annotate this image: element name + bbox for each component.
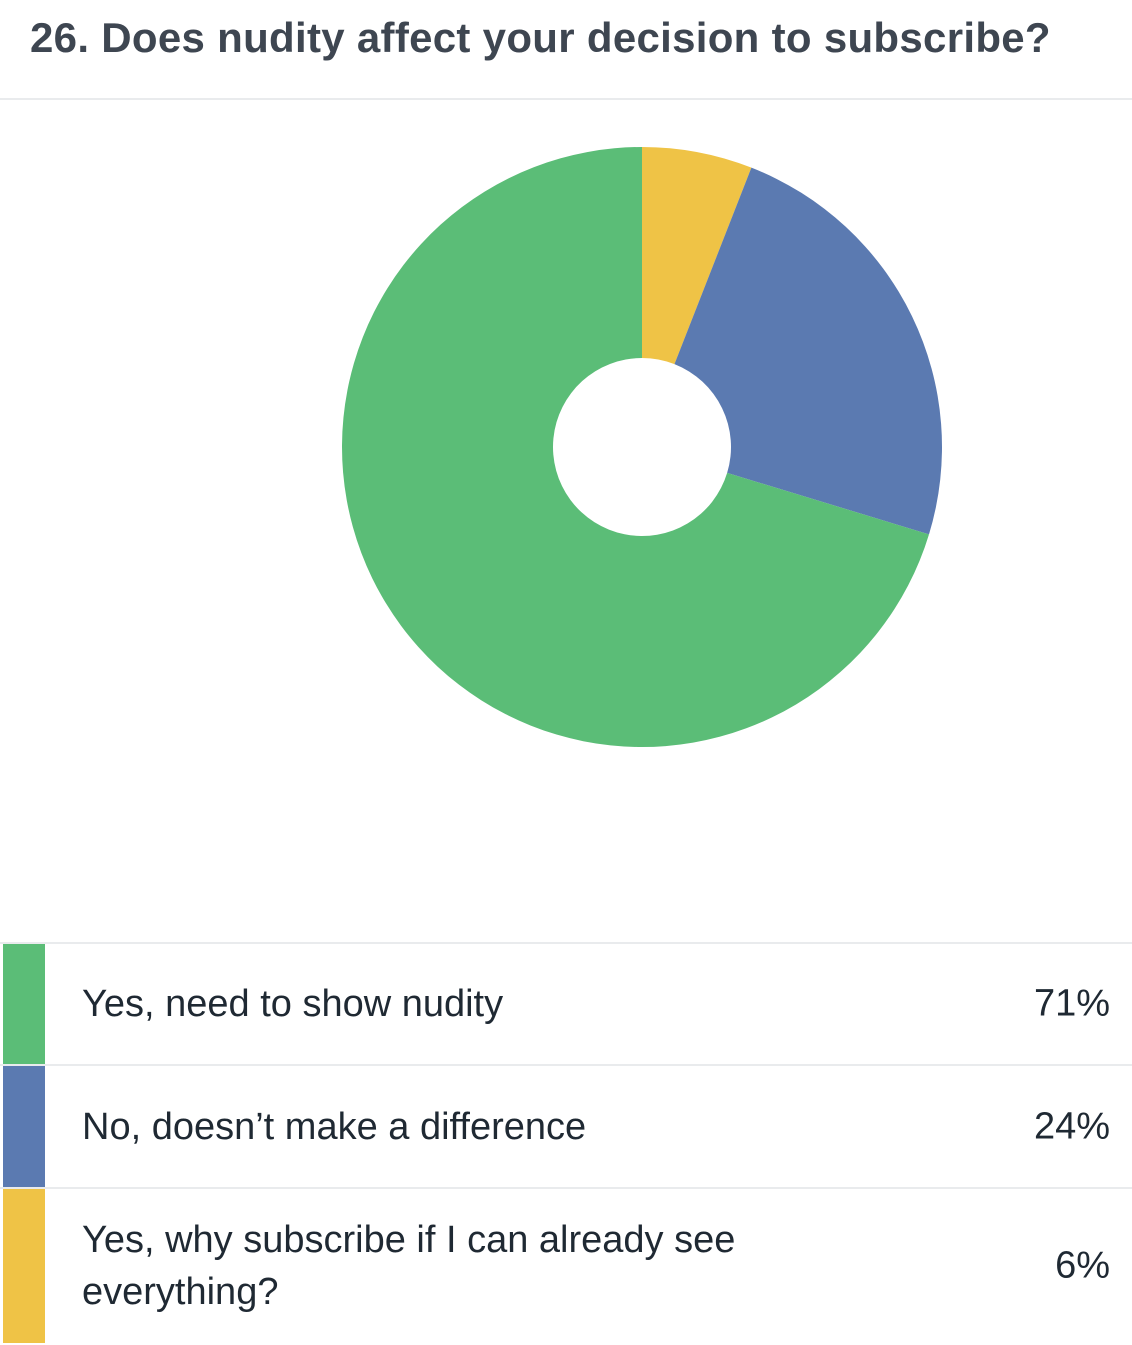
legend-label: Yes, why subscribe if I can already see … xyxy=(82,1219,736,1313)
legend-percent: 6% xyxy=(1055,1244,1110,1287)
question-title: 26. Does nudity affect your decision to … xyxy=(30,14,1051,61)
legend-swatch xyxy=(3,1066,45,1187)
pie-slice-2 xyxy=(674,167,942,535)
pie-slice-1 xyxy=(342,147,929,747)
legend-row: No, doesn’t make a difference 24% xyxy=(0,1064,1132,1187)
pie-slice-3 xyxy=(642,147,752,365)
legend-label: No, doesn’t make a difference xyxy=(82,1105,587,1148)
legend-swatch xyxy=(3,944,45,1064)
question-header: 26. Does nudity affect your decision to … xyxy=(0,0,1132,100)
legend-percent: 71% xyxy=(1033,982,1110,1025)
legend-percent: 24% xyxy=(1033,1105,1110,1147)
legend-row: Yes, need to show nudity 71% xyxy=(0,942,1132,1064)
legend-swatch xyxy=(3,1189,45,1343)
legend-row: Yes, why subscribe if I can already see … xyxy=(0,1187,1132,1343)
legend-label: Yes, need to show nudity xyxy=(82,983,504,1025)
legend-table: Yes, need to show nudity 71% No, doesn’t m… xyxy=(0,942,1132,1343)
donut-chart xyxy=(342,147,942,747)
